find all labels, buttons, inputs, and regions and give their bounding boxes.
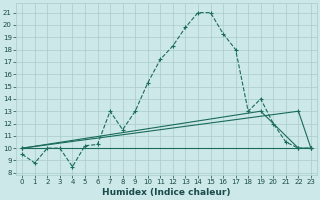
X-axis label: Humidex (Indice chaleur): Humidex (Indice chaleur)	[102, 188, 231, 197]
